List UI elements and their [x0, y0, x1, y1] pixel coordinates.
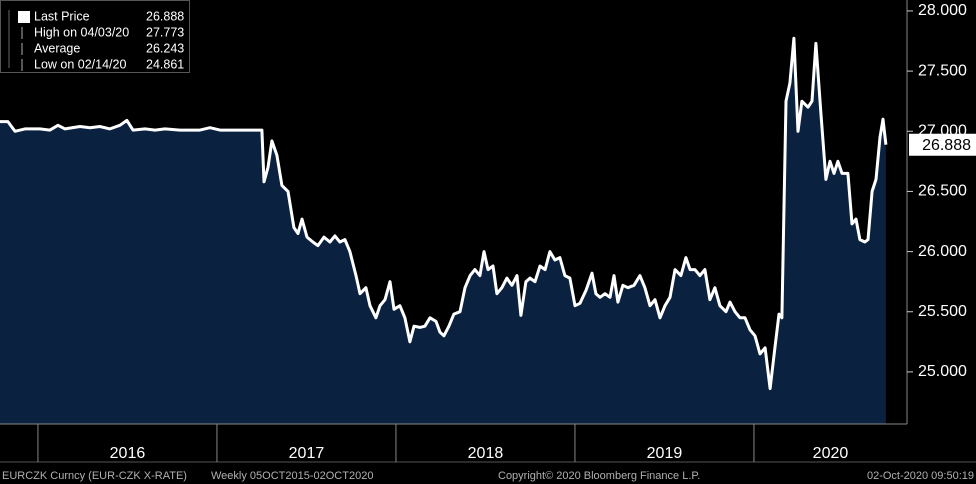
legend-value: 27.773 [146, 25, 184, 39]
legend-label: Average [34, 41, 80, 55]
area-fill [0, 38, 886, 425]
y-tick-label: 28.000 [918, 2, 967, 19]
y-tick-label: 26.000 [918, 243, 967, 260]
x-tick-label: 2016 [110, 445, 146, 462]
x-tick-label: 2017 [289, 445, 325, 462]
legend-label: High on 04/03/20 [34, 25, 129, 39]
y-tick-label: 26.500 [918, 183, 967, 200]
footer-timestamp: 02-Oct-2020 09:50:19 [867, 470, 974, 482]
footer-security: EURCZK Curncy (EUR-CZK X-RATE) [2, 470, 187, 482]
legend-value: 26.888 [146, 9, 184, 23]
legend-swatch [18, 11, 30, 23]
x-tick-label: 2019 [647, 445, 683, 462]
legend-label: Low on 02/14/20 [34, 57, 126, 71]
legend-value: 24.861 [146, 57, 184, 71]
footer-copyright: Copyright© 2020 Bloomberg Finance L.P. [498, 470, 700, 482]
legend-box [0, 0, 190, 73]
y-tick-label: 27.500 [918, 62, 967, 79]
last-price-label: 26.888 [922, 137, 971, 154]
last-price-tag [909, 133, 976, 156]
price-line [0, 36, 888, 391]
x-tick-label: 2020 [813, 445, 849, 462]
footer-period: Weekly 05OCT2015-02OCT2020 [211, 470, 373, 482]
y-tick-label: 25.000 [918, 363, 967, 380]
y-tick-label: 25.500 [918, 303, 967, 320]
legend-value: 26.243 [146, 41, 184, 55]
x-tick-label: 2018 [468, 445, 504, 462]
legend-label: Last Price [34, 9, 90, 23]
